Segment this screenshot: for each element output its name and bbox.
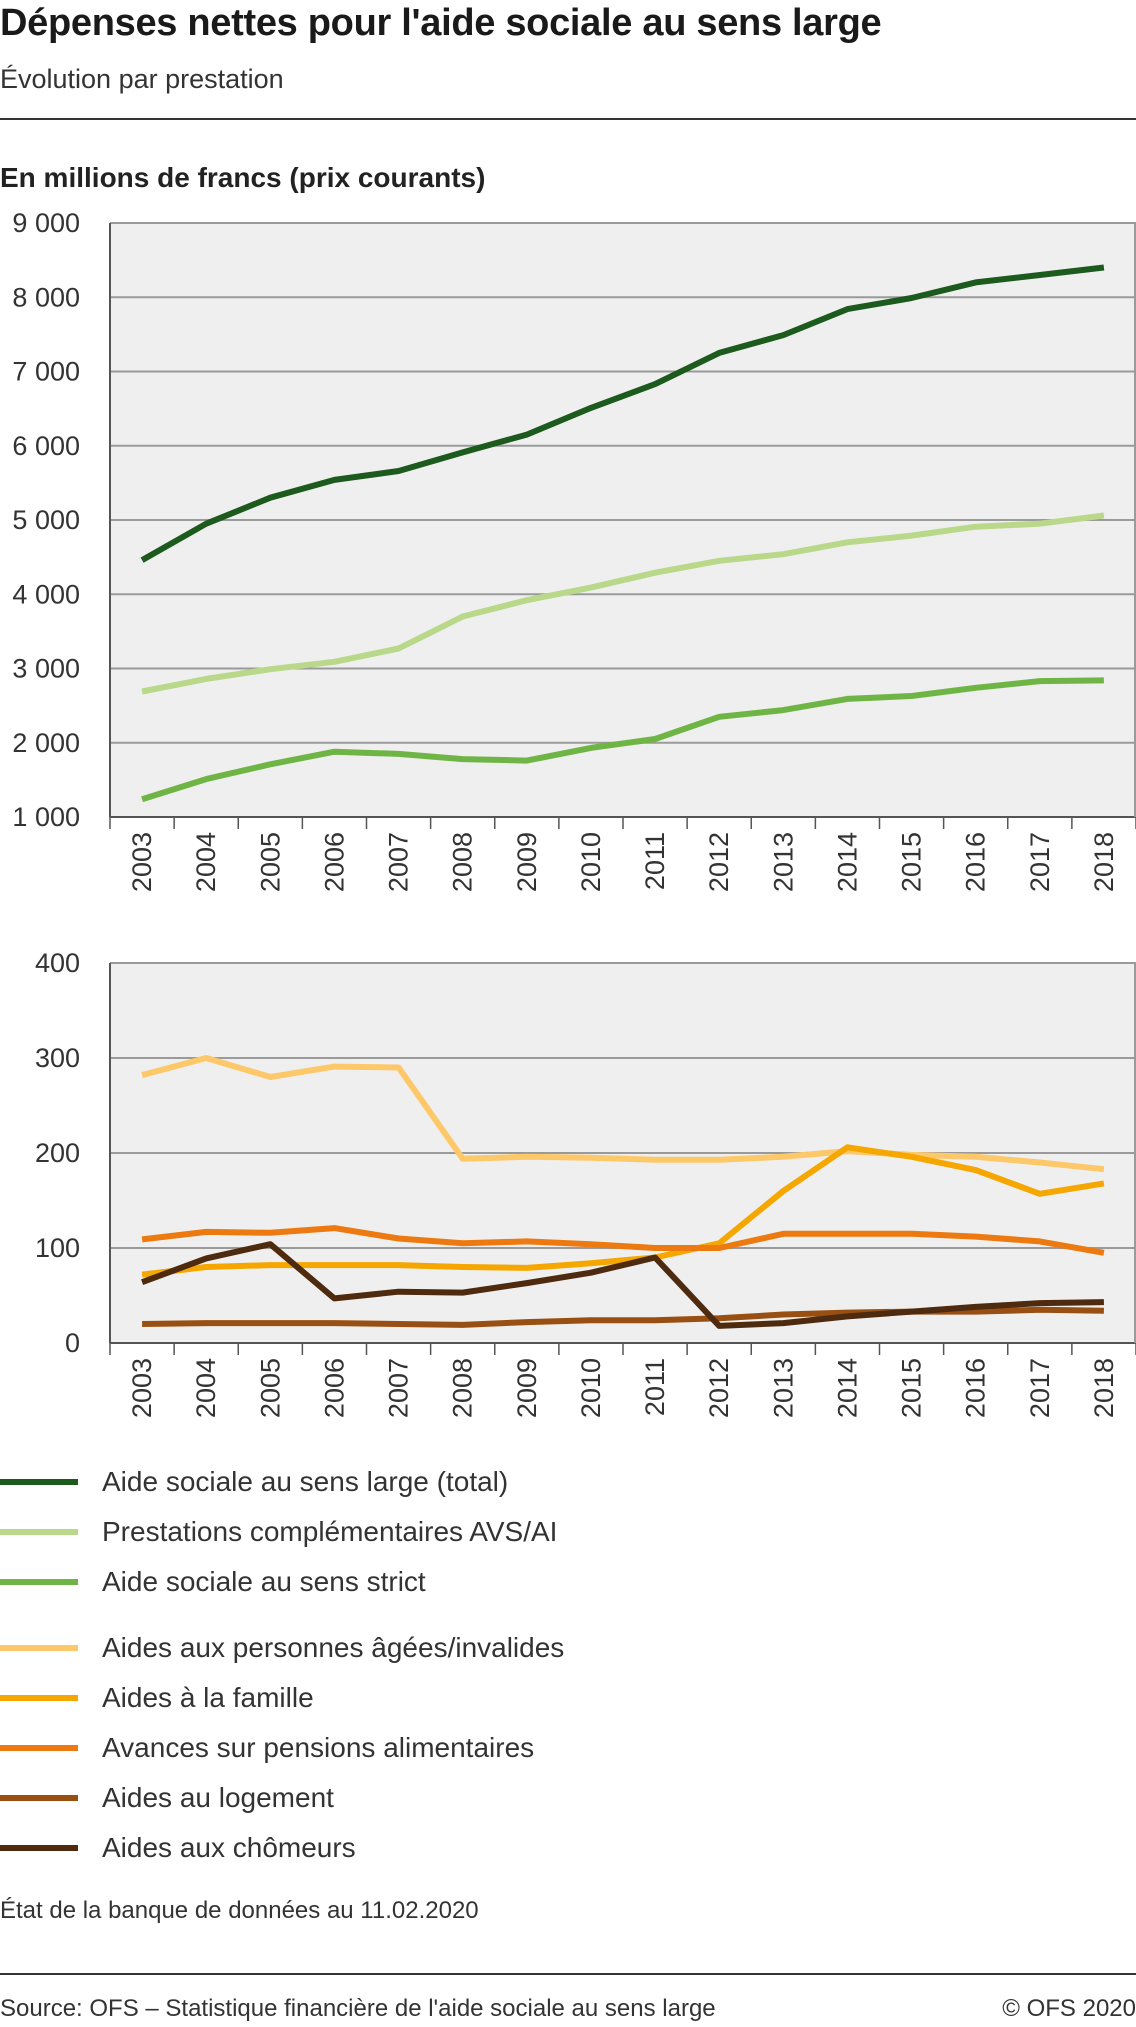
- legend-label: Aides aux chômeurs: [102, 1832, 356, 1863]
- y-tick-label: 1 000: [12, 802, 80, 832]
- series-line-avances-sur-pensions-alimentaires: [141, 1225, 1105, 1256]
- legend-label: Aides au logement: [102, 1782, 334, 1813]
- x-tick-label: 2010: [576, 1358, 606, 1418]
- legend-swatch: [0, 1695, 78, 1701]
- unit-label: En millions de francs (prix courants): [0, 162, 486, 193]
- legend-label: Aide sociale au sens large (total): [102, 1466, 509, 1497]
- x-tick-label: 2010: [576, 832, 606, 892]
- top-divider: [0, 118, 1136, 120]
- series-line-aide-sociale-au-sens-strict: [141, 677, 1104, 803]
- legend-item-aides-aux-chomeurs: Aides aux chômeurs: [0, 1828, 356, 1868]
- x-tick-label: 2007: [384, 1358, 414, 1418]
- x-tick-label: 2016: [961, 1358, 991, 1418]
- x-tick-label: 2003: [127, 832, 157, 892]
- chart-title: Dépenses nettes pour l'aide sociale au s…: [0, 2, 882, 44]
- legend-label: Aides à la famille: [102, 1682, 314, 1713]
- legend-item-aides-au-logement: Aides au logement: [0, 1778, 334, 1818]
- x-tick-label: 2012: [704, 1358, 734, 1418]
- x-tick-label: 2018: [1089, 832, 1119, 892]
- x-tick-label: 2004: [191, 1358, 221, 1418]
- x-tick-label: 2008: [448, 832, 478, 892]
- legend-swatch: [0, 1529, 78, 1535]
- x-tick-label: 2006: [319, 1358, 349, 1418]
- legend-swatch: [0, 1579, 78, 1585]
- legend-label: Aides aux personnes âgées/invalides: [102, 1632, 565, 1663]
- y-tick-label: 4 000: [12, 579, 80, 609]
- legend-item-avances-sur-pensions-alimentaires: Avances sur pensions alimentaires: [0, 1728, 534, 1768]
- y-tick-label: 300: [35, 1043, 80, 1073]
- x-tick-label: 2004: [191, 832, 221, 892]
- series-line-aides-aux-chomeurs: [141, 1241, 1104, 1329]
- x-tick-label: 2014: [832, 832, 862, 892]
- bottom-divider: [0, 1973, 1136, 1975]
- legend-label: Aide sociale au sens strict: [102, 1566, 426, 1597]
- legend-item-prestations-complementaires-avs-ai: Prestations complémentaires AVS/AI: [0, 1512, 557, 1552]
- x-tick-label: 2013: [768, 832, 798, 892]
- legend-label: Avances sur pensions alimentaires: [102, 1732, 535, 1763]
- y-tick-label: 400: [35, 948, 80, 978]
- x-tick-label: 2014: [832, 1358, 862, 1418]
- x-tick-label: 2017: [1025, 832, 1055, 892]
- y-tick-label: 2 000: [12, 728, 80, 758]
- legend-swatch: [0, 1479, 78, 1485]
- legend-swatch: [0, 1795, 78, 1801]
- legend-swatch: [0, 1645, 78, 1651]
- x-tick-label: 2012: [704, 832, 734, 892]
- x-tick-label: 2009: [512, 1358, 542, 1418]
- x-tick-label: 2009: [512, 832, 542, 892]
- x-tick-label: 2006: [319, 832, 349, 892]
- series-line-aide-sociale-au-sens-large-total: [140, 264, 1105, 563]
- x-tick-label: 2005: [255, 1358, 285, 1418]
- x-tick-label: 2003: [127, 1358, 157, 1418]
- x-tick-label: 2017: [1025, 1358, 1055, 1418]
- chart-detail-lines: 0 100 200 300 400 2003 2004 2005 2006 2007 2008 200…: [35, 948, 1136, 1418]
- y-tick-label: 200: [35, 1138, 80, 1168]
- x-tick-label: 2005: [255, 832, 285, 892]
- chart-total-lines: 1 000 2 000 3 000 4 000 5 000 6 000 7 000 8 000…: [12, 208, 1136, 892]
- data-status-note: État de la banque de données au 11.02.20…: [0, 1897, 479, 1924]
- x-tick-label: 2016: [961, 832, 991, 892]
- x-tick-label: 2011: [640, 1358, 670, 1416]
- legend-label: Prestations complémentaires AVS/AI: [102, 1516, 558, 1547]
- x-tick-label: 2007: [384, 832, 414, 892]
- x-tick-label: 2011: [640, 832, 670, 890]
- y-tick-label: 100: [35, 1233, 80, 1263]
- y-tick-label: 0: [65, 1328, 80, 1358]
- y-tick-label: 8 000: [12, 282, 80, 312]
- legend-item-aides-a-la-famille: Aides à la famille: [0, 1678, 314, 1718]
- x-tick-label: 2008: [448, 1358, 478, 1418]
- x-tick-label: 2013: [768, 1358, 798, 1418]
- legend-item-aides-aux-personnes-agees-invalides: Aides aux personnes âgées/invalides: [0, 1628, 564, 1668]
- legend-swatch: [0, 1745, 78, 1751]
- copyright: © OFS 2020: [1002, 1995, 1136, 2022]
- series-line-aides-a-la-famille: [141, 1144, 1105, 1278]
- legend-item-aide-sociale-au-sens-large-total: Aide sociale au sens large (total): [0, 1462, 508, 1502]
- x-tick-label: 2018: [1089, 1358, 1119, 1418]
- x-tick-label: 2015: [897, 832, 927, 892]
- y-tick-label: 9 000: [12, 208, 80, 238]
- legend-item-aide-sociale-au-sens-strict: Aide sociale au sens strict: [0, 1562, 426, 1602]
- series-line-aides-aux-personnes-agees-invalides: [141, 1055, 1105, 1173]
- y-tick-label: 6 000: [12, 431, 80, 461]
- legend-swatch: [0, 1845, 78, 1851]
- x-tick-label: 2015: [897, 1358, 927, 1418]
- series-line-prestations-complementaires-avs-ai: [141, 512, 1105, 695]
- y-tick-label: 3 000: [12, 654, 80, 684]
- y-tick-label: 5 000: [12, 505, 80, 535]
- y-tick-label: 7 000: [12, 357, 80, 387]
- source-note: Source: OFS – Statistique financière de …: [0, 1995, 716, 2022]
- chart-subtitle: Évolution par prestation: [0, 64, 284, 94]
